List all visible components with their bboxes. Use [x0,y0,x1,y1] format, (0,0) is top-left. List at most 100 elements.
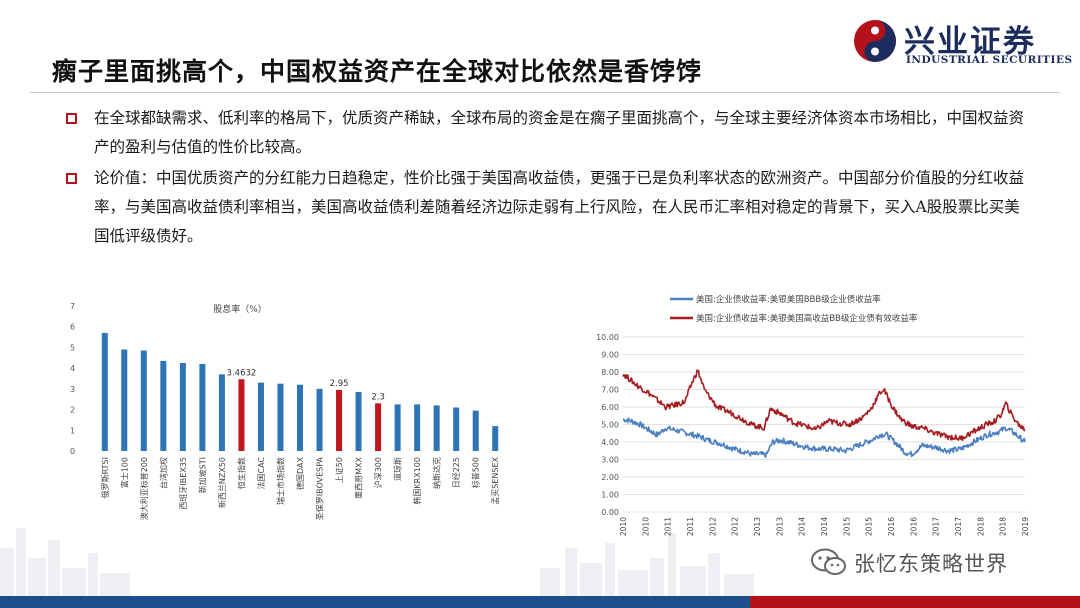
logo-name: 兴业证券 [904,24,1036,60]
footer-band-red [750,596,1080,608]
x-tick-label: 2011 [664,517,673,536]
series-line [622,369,1026,442]
x-tick-label: 新加坡STI [197,457,207,493]
bullet-square-icon [66,113,77,124]
company-logo: 兴业证券 INDUSTRIAL SECURITIES [852,16,1072,76]
bullet-list: 在全球都缺需求、低利率的格局下，优质资产稀缺，全球布局的资金是在瘸子里面挑高个，… [66,104,1026,253]
x-tick-label: 富士100 [119,457,129,488]
corporate-bond-yield-line-chart: 美国:企业债收益率:美银美国BBB级企业债收益率美国:企业债收益率:美银美国高收… [596,294,1030,536]
y-tick-label: 1 [70,426,75,435]
bar [433,405,440,451]
x-tick-label: 2015 [865,517,874,536]
x-tick-label: 澳大利亚标普200 [139,457,149,520]
y-tick-label: 2.00 [601,473,619,482]
logo-english-name: INDUSTRIAL SECURITIES [906,54,1073,66]
y-tick-label: 3.00 [601,456,619,465]
y-tick-label: 6 [70,323,75,332]
y-tick-label: 0.00 [601,508,619,517]
x-tick-label: 2010 [619,517,628,536]
x-tick-label: 俄罗斯RTSI [100,457,110,498]
wechat-icon [811,548,846,575]
bullet-square-icon [66,173,77,184]
x-tick-label: 墨西哥MXX [355,456,364,498]
x-tick-label: 韩国KRX100 [412,457,422,505]
x-tick-label: 上证50 [335,457,344,483]
y-tick-label: 1.00 [601,491,619,500]
x-tick-label: 法国CAC [256,457,266,490]
logo-mark-icon [854,20,896,62]
x-tick-label: 日经225 [451,457,461,488]
x-tick-label: 2015 [842,517,851,536]
bar [218,374,225,451]
x-tick-label: 纳斯达克 [432,457,442,489]
x-tick-label: 2011 [686,517,695,536]
bar [277,383,284,451]
bar [140,350,147,451]
x-tick-label: 2018 [999,517,1008,536]
y-tick-label: 5.00 [601,421,619,430]
bar [394,404,401,451]
y-tick-label: 7.00 [601,386,619,395]
x-tick-label: 新西兰NZX50 [217,457,227,508]
x-tick-label: 2014 [820,517,829,536]
bar-data-label: 2.3 [371,392,385,402]
y-tick-label: 9.00 [601,351,619,360]
y-tick-label: 2 [70,406,75,415]
y-tick-label: 4 [70,364,75,373]
bar [414,404,421,451]
y-tick-label: 0 [70,447,75,456]
x-tick-label: 2019 [1021,517,1030,536]
x-tick-label: 2013 [775,517,784,536]
bullet-item: 论价值：中国优质资产的分红能力日趋稳定，性价比强于美国高收益债，更强于已是负利率… [66,164,1026,251]
bar [355,391,362,451]
y-tick-label: 10.00 [596,333,619,342]
bar [316,388,323,451]
x-tick-label: 2017 [932,517,941,536]
bar [297,384,303,451]
x-tick-label: 恒生指数 [236,457,246,489]
x-tick-label: 圣保罗IBOVESPA [315,456,325,520]
bar [492,426,499,451]
slide-title: 瘸子里面挑高个，中国权益资产在全球对比依然是香饽饽 [52,57,703,86]
bar-data-label: 2.95 [330,379,349,389]
x-tick-label: 2016 [887,517,896,536]
x-tick-label: 道琼斯 [393,457,403,481]
bar-chart-title: 股息率（%） [213,303,267,315]
bullet-text: 论价值：中国优质资产的分红能力日趋稳定，性价比强于美国高收益债，更强于已是负利率… [94,169,1025,245]
bullet-item: 在全球都缺需求、低利率的格局下，优质资产稀缺，全球布局的资金是在瘸子里面挑高个，… [66,104,1026,162]
bar [179,362,186,451]
bar [160,360,167,451]
x-tick-label: 沪深300 [373,457,383,488]
bar [375,403,382,451]
y-tick-label: 8.00 [601,368,619,377]
x-tick-label: 瑞士市场指数 [275,457,285,505]
dividend-yield-bar-chart: 股息率（%） 0 1 2 3 4 5 6 7 俄罗斯RTSI 富士100 澳大利亚标普200 台湾加权西… [70,302,500,520]
x-tick-label: 台湾加权 [158,457,168,489]
y-tick-label: 5 [70,343,75,352]
x-tick-label: 德国DAX [295,456,305,489]
bullet-text: 在全球都缺需求、低利率的格局下，优质资产稀缺，全球布局的资金是在瘸子里面挑高个，… [94,109,1025,156]
bar [121,349,128,451]
title-divider [30,92,1060,93]
x-tick-label: 2018 [976,517,985,536]
bar [238,379,245,451]
x-tick-label: 2017 [954,517,963,536]
bar [199,364,206,451]
bar [336,389,343,451]
y-tick-label: 3 [70,385,75,394]
x-tick-label: 2012 [708,517,717,536]
x-tick-label: 2010 [641,517,650,536]
series-line [622,417,1026,459]
y-tick-label: 4.00 [601,438,619,447]
y-tick-label: 6.00 [601,403,619,412]
watermark: 张忆东策略世界 [810,544,1060,580]
watermark-text: 张忆东策略世界 [854,552,1008,576]
bar [453,407,460,451]
bar [472,410,479,451]
x-tick-label: 2016 [909,517,918,536]
y-tick-label: 7 [70,302,75,311]
bar-data-label: 3.4632 [227,368,257,378]
x-tick-label: 西班牙IBEX35 [178,457,188,510]
x-tick-label: 孟买SENSEX [490,456,500,504]
x-tick-label: 标普500 [471,457,481,488]
